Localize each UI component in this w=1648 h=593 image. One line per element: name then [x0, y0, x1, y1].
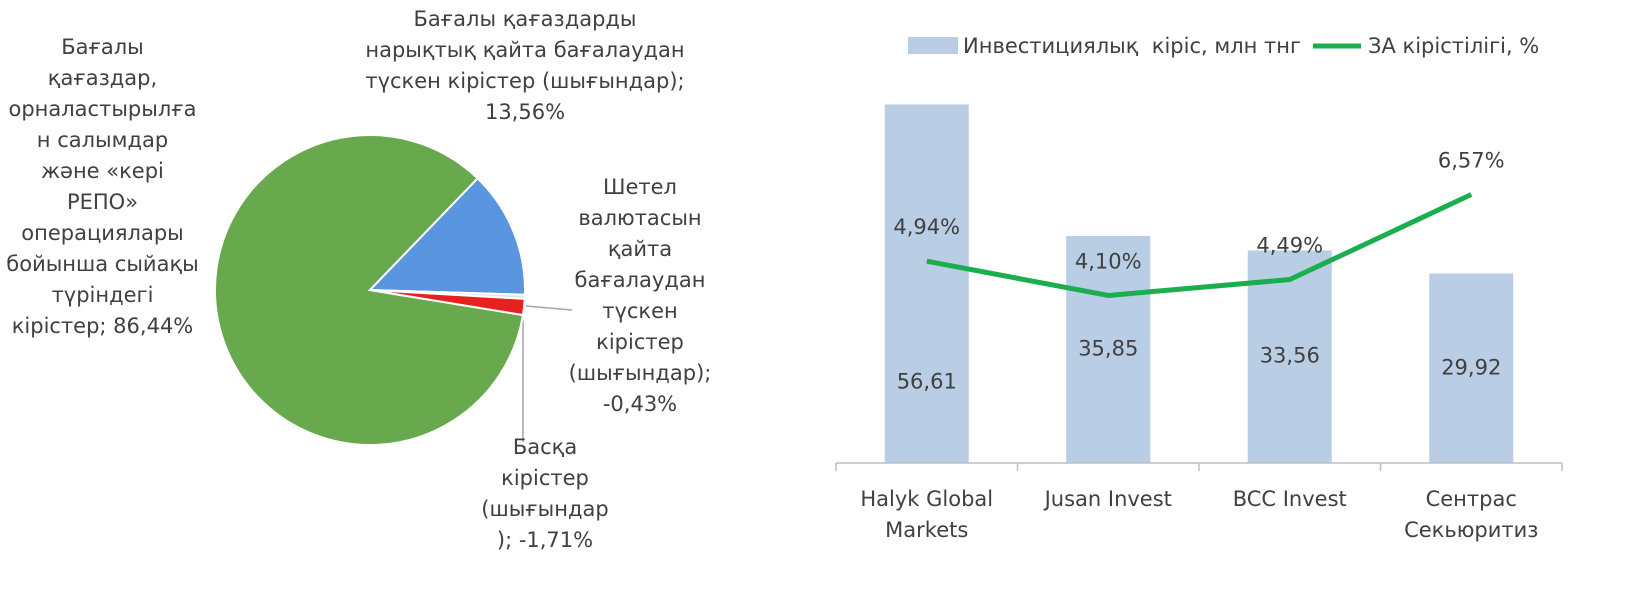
pie-label: Басқа кірістер (шығындар); -1,71%	[481, 435, 609, 552]
pie-label: Бағалы қағаздар, орналастырылған салымда…	[6, 35, 199, 338]
x-tick-label: Halyk Global Markets	[860, 487, 994, 542]
data-label: 6,57%	[1438, 149, 1505, 173]
pie-slice	[369, 289, 526, 317]
x-tick-label: Jusan Invest	[1044, 487, 1172, 511]
data-label: 35,85	[1078, 336, 1138, 360]
bar	[1066, 235, 1151, 463]
data-label: 4,49%	[1256, 234, 1323, 258]
leader-line	[525, 305, 573, 311]
legend-label: ЗА кірістілігі, %	[1368, 34, 1539, 58]
data-label: 33,56	[1260, 344, 1320, 368]
data-label: 4,10%	[1075, 249, 1142, 273]
x-tick-label: BCC Invest	[1232, 487, 1347, 511]
x-tick-label: Сентрас Секьюритиз	[1404, 487, 1539, 542]
legend-swatch	[908, 37, 958, 54]
data-label: 29,92	[1441, 355, 1501, 379]
bar	[1429, 273, 1514, 463]
pie-label: Шетел валютасын қайта бағалаудан түскен …	[568, 175, 712, 416]
data-label: 56,61	[897, 370, 957, 394]
line-series	[926, 192, 1473, 298]
bar	[1247, 250, 1332, 463]
bar	[884, 104, 969, 463]
data-label: 4,94%	[893, 215, 960, 239]
pie-label: Бағалы қағаздарды нарықтық қайта бағалау…	[365, 7, 685, 124]
legend-label: Инвестициялық кіріс, млн тнг	[963, 34, 1301, 58]
pie-slice	[367, 177, 526, 296]
